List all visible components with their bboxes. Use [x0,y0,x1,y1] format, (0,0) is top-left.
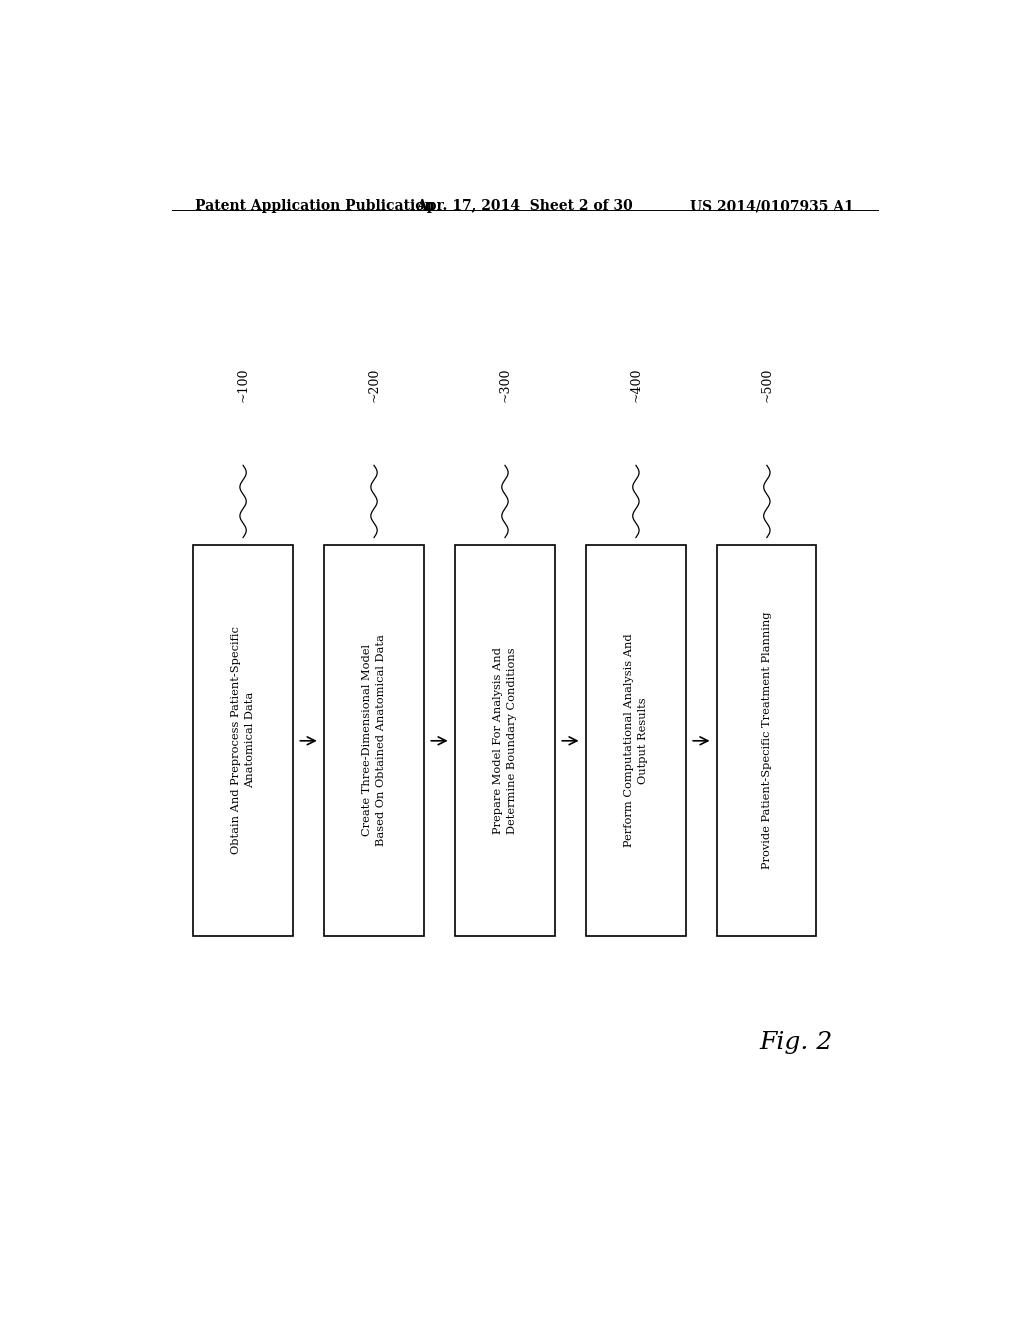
Text: ~100: ~100 [237,368,250,403]
Text: Provide Patient-Specific Treatment Planning: Provide Patient-Specific Treatment Plann… [762,611,772,869]
Text: US 2014/0107935 A1: US 2014/0107935 A1 [690,199,854,213]
Text: Patent Application Publication: Patent Application Publication [196,199,435,213]
Text: ~300: ~300 [499,368,511,403]
Bar [587,545,685,936]
Bar [456,545,555,936]
Text: ~200: ~200 [368,368,381,403]
Text: Obtain And Preprocess Patient-Specific
Anatomical Data: Obtain And Preprocess Patient-Specific A… [231,627,255,854]
Text: Perform Computational Analysis And
Output Results: Perform Computational Analysis And Outpu… [625,634,647,847]
Bar [194,545,293,936]
Text: Fig. 2: Fig. 2 [759,1031,833,1055]
Text: ~400: ~400 [630,368,642,403]
Text: ~500: ~500 [761,368,773,403]
Text: Create Three-Dimensional Model
Based On Obtained Anatomical Data: Create Three-Dimensional Model Based On … [362,635,386,846]
Bar [325,545,424,936]
Text: Prepare Model For Analysis And
Determine Boundary Conditions: Prepare Model For Analysis And Determine… [494,647,516,834]
Bar [717,545,816,936]
Text: Apr. 17, 2014  Sheet 2 of 30: Apr. 17, 2014 Sheet 2 of 30 [417,199,633,213]
